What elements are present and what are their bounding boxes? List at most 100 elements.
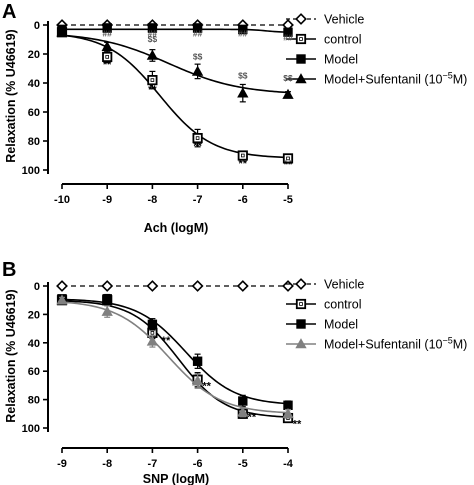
panel-a-series-vehicle [56,19,294,31]
panel-b-series-control-point-inner [150,331,155,335]
panel-a-series-model-sufentanil-10-curve [61,34,289,94]
panel-a-x-tick-label: -5 [283,194,293,206]
panel-a-x-tick-label: -10 [54,194,70,206]
panel-b-x-axis-label: SNP (logM) [143,472,209,485]
panel-a-x-axis-label: Ach (logM) [144,221,209,235]
panel-b-x-tick-label: -6 [193,458,203,470]
panel-a-annotation: ** [239,158,248,170]
panel-b-x-tick-label: -4 [283,458,294,470]
panel-a-x-tick-label: -7 [193,194,203,206]
panel-a-series-control [56,27,294,164]
panel-a-y-tick-label: 60 [28,107,40,119]
panel-b-legend-label: control [324,298,362,312]
panel-b-series-model-sufentanil-10-point [56,294,68,305]
panel-b-y-tick-label: 20 [28,309,40,321]
panel-b-y-axis-label: Relaxation (% U46619) [4,289,18,422]
panel-a-annotation: ** [148,84,157,96]
panel-b-series-vehicle-point [146,280,159,292]
panel-b-series-vehicle-point [236,280,249,292]
panel-b: B Relaxation (% U46619) SNP (logM) 0 20 40… [2,259,467,485]
panel-a-series-model-sufentanil-10-point [237,87,249,98]
panel-a-annotation: ## [193,28,203,38]
panel-b-series-control [56,295,294,424]
panel-a-series-control-point [102,51,113,63]
panel-a-series-control-curve [61,34,289,159]
panel-a-x-tick-label: -6 [238,194,248,206]
panel-b-legend-entry: Model+Sufentanil (10−5M) [286,336,467,352]
panel-a-annotation: ** [193,140,202,152]
panel-b-legend-entry: Vehicle [286,278,364,292]
panel-a-series-control-point [147,75,158,86]
panel-a-y-axis-label: Relaxation (% U46619) [4,29,18,162]
panel-a-legend-marker-inner [299,37,303,41]
panel-b-series-vehicle-point [282,280,294,292]
panel-b-y-tick-label: 100 [22,423,40,435]
panel-b-legend-label: Model [324,318,358,332]
panel-b-series-model-sufentanil-10-point [237,406,249,417]
panel-b-series-model-point [147,319,158,330]
panel-b-legend-label: Model+Sufentanil (10−5M) [324,336,467,352]
panel-a-annotation: ## [238,28,248,38]
panel-b-series-vehicle-point [191,280,204,292]
panel-a-series-model-sufentanil-10-point [191,65,204,76]
panel-b-legend-entry: Model [286,318,358,332]
panel-a-legend-label: Model+Sufentanil (10−5M) [324,71,467,87]
panel-a-y-tick-label: 20 [28,49,40,61]
panel-b-series-model-sufentanil-10-point [282,407,294,419]
panel-a-annotation: $$ [238,70,248,80]
panel-b-series-model-sufentanil-10-curve [61,301,289,414]
panel-a-y-tick-label: 100 [22,165,40,177]
panel-b-legend-marker-inner [299,302,303,306]
panel-b-y-tick-label: 0 [34,281,40,293]
panel-a-annotation: ## [283,33,293,43]
panel-a-series-control-point-inner [240,153,245,158]
panel-a-series-model-point [192,23,203,33]
panel-a-annotation: ## [102,28,112,38]
panel-b-legend-entry: control [286,298,362,312]
panel-b-series-model-sufentanil-10 [56,294,294,419]
panel-b-series-model [57,293,293,411]
panel-a-legend-suffix: M) [453,73,468,87]
panel-a-series-model-point [283,27,293,37]
panel-a-series-model-sufentanil-10-point [56,26,68,37]
panel-b-series-model-point [102,294,112,304]
panel-b-x-tick-label: -7 [148,458,158,470]
panel-b-x-tick-label: -9 [57,458,67,470]
panel-b-series-vehicle-point [56,280,68,292]
panel-a-series-model-point [147,23,158,33]
panel-a-y-tick-label: 80 [28,136,40,148]
panel-a-annotation: $$ [193,51,203,61]
panel-a-legend-marker [296,54,306,64]
panel-b-y-tick-label: 40 [28,338,40,350]
panel-a-series-model-sufentanil-10 [56,26,294,103]
panel-a-legend-marker [295,13,307,25]
panel-b-series-model-sufentanil-10-point [101,305,113,316]
panel-a-legend-label: Vehicle [324,13,364,27]
panel-b-series-model-point [238,396,248,406]
panel-a-legend-entry: Vehicle [286,13,364,27]
panel-a-series-control-point [192,132,203,144]
panel-a-annotation: $$ [148,34,158,44]
panel-b-label: B [2,259,16,281]
panel-a-annotation: $$ [283,73,293,83]
panel-a-legend-entry: Model [286,53,358,67]
panel-a-series-control-point-inner [150,78,155,82]
panel-a-series-model-curve [62,28,289,33]
panel-b-y-tick-label: 60 [28,366,40,378]
panel-a-series-model-point [238,24,248,35]
panel-a-y-tick-label: 40 [28,78,40,90]
panel-b-y-tick-label: 80 [28,395,40,407]
panel-b-legend-label: Vehicle [324,278,364,292]
panel-b-series-model-point [192,356,203,366]
panel-a-x-tick-label: -9 [102,194,112,206]
panel-a-series-model-sufentanil-10-point [146,49,159,60]
panel-a-annotation: ** [284,159,293,171]
panel-a-legend-label: control [324,33,362,47]
panel-a-series-control-point [237,150,248,161]
panel-a-series-model-sufentanil-10-point [101,40,113,52]
panel-a-legend-entry: Model+Sufentanil (10−5M) [286,71,467,87]
panel-a-legend-superscript: −5 [442,71,452,81]
panel-b-legend-marker [295,338,307,349]
panel-a: A Relaxation (% U46619) Ach (logM) 0 20 40… [2,1,467,235]
